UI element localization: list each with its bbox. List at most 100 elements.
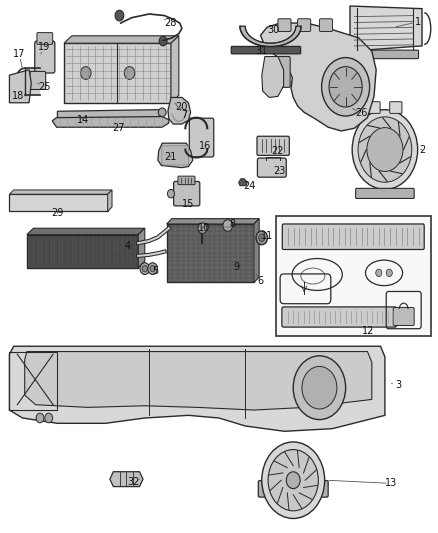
Text: 30: 30 <box>268 26 280 36</box>
Circle shape <box>268 450 318 511</box>
Circle shape <box>352 110 418 189</box>
Polygon shape <box>138 228 145 268</box>
Polygon shape <box>110 472 143 487</box>
Polygon shape <box>25 68 40 95</box>
FancyBboxPatch shape <box>37 33 53 44</box>
Text: 27: 27 <box>112 123 125 133</box>
Polygon shape <box>158 143 193 167</box>
Circle shape <box>124 67 135 79</box>
Polygon shape <box>239 179 247 185</box>
Polygon shape <box>108 190 112 211</box>
Polygon shape <box>168 98 191 124</box>
Circle shape <box>376 269 382 277</box>
Text: 8: 8 <box>229 219 235 229</box>
FancyBboxPatch shape <box>358 50 419 59</box>
Text: 14: 14 <box>77 115 89 125</box>
Text: 32: 32 <box>127 477 140 487</box>
FancyBboxPatch shape <box>258 158 286 177</box>
FancyBboxPatch shape <box>10 194 108 211</box>
Polygon shape <box>10 346 385 431</box>
Circle shape <box>262 442 325 519</box>
Polygon shape <box>25 352 372 410</box>
Circle shape <box>148 263 157 274</box>
Text: 17: 17 <box>13 49 25 59</box>
FancyBboxPatch shape <box>390 102 402 114</box>
Polygon shape <box>254 219 259 282</box>
Polygon shape <box>166 219 259 224</box>
FancyBboxPatch shape <box>30 71 46 90</box>
FancyBboxPatch shape <box>297 19 311 31</box>
Text: 12: 12 <box>362 326 374 336</box>
Text: 18: 18 <box>12 91 24 101</box>
Text: 26: 26 <box>355 108 367 118</box>
Text: 11: 11 <box>261 231 273 241</box>
Circle shape <box>150 265 155 272</box>
Text: 25: 25 <box>38 82 51 92</box>
FancyBboxPatch shape <box>368 102 380 114</box>
FancyBboxPatch shape <box>257 136 289 156</box>
Text: 1: 1 <box>415 17 421 27</box>
FancyBboxPatch shape <box>276 216 431 336</box>
Text: 29: 29 <box>51 208 64 219</box>
FancyBboxPatch shape <box>166 224 254 282</box>
Text: 28: 28 <box>164 18 176 28</box>
Text: 7: 7 <box>181 110 187 120</box>
Circle shape <box>321 58 370 116</box>
Circle shape <box>198 223 207 233</box>
Text: 15: 15 <box>182 199 194 209</box>
Text: 5: 5 <box>152 266 159 276</box>
Text: 31: 31 <box>256 46 268 55</box>
Polygon shape <box>10 190 112 194</box>
Text: 23: 23 <box>273 166 286 176</box>
Circle shape <box>140 263 150 274</box>
Circle shape <box>81 67 91 79</box>
FancyBboxPatch shape <box>258 481 328 497</box>
Polygon shape <box>64 36 179 43</box>
Text: 21: 21 <box>164 152 176 162</box>
FancyBboxPatch shape <box>35 41 55 73</box>
Text: 24: 24 <box>244 181 256 191</box>
Polygon shape <box>52 117 169 127</box>
Polygon shape <box>27 235 138 268</box>
Circle shape <box>167 189 174 198</box>
Circle shape <box>223 220 233 231</box>
Ellipse shape <box>158 108 166 117</box>
Circle shape <box>293 356 346 419</box>
Polygon shape <box>262 56 284 98</box>
FancyBboxPatch shape <box>278 19 291 31</box>
Polygon shape <box>350 6 422 51</box>
Circle shape <box>386 269 392 277</box>
Text: 20: 20 <box>176 102 188 112</box>
Circle shape <box>256 231 268 245</box>
FancyBboxPatch shape <box>282 307 397 327</box>
Circle shape <box>159 36 167 46</box>
Text: 6: 6 <box>258 277 264 286</box>
Polygon shape <box>240 26 301 47</box>
Text: 19: 19 <box>38 43 50 52</box>
FancyBboxPatch shape <box>356 188 414 198</box>
Circle shape <box>142 265 148 272</box>
FancyBboxPatch shape <box>64 43 171 103</box>
Circle shape <box>358 117 412 182</box>
Circle shape <box>302 367 337 409</box>
Circle shape <box>259 234 265 241</box>
FancyBboxPatch shape <box>319 19 332 31</box>
Text: 16: 16 <box>198 141 211 151</box>
Polygon shape <box>261 23 376 131</box>
Text: 22: 22 <box>272 146 284 156</box>
Text: 4: 4 <box>124 241 131 251</box>
Polygon shape <box>57 110 163 119</box>
Text: 9: 9 <box>233 262 240 271</box>
Circle shape <box>367 127 403 172</box>
Text: 2: 2 <box>419 144 425 155</box>
FancyBboxPatch shape <box>393 308 414 326</box>
Polygon shape <box>171 36 179 103</box>
Circle shape <box>115 10 124 21</box>
FancyBboxPatch shape <box>189 118 214 157</box>
Polygon shape <box>27 228 145 235</box>
Circle shape <box>286 472 300 489</box>
Circle shape <box>36 413 44 423</box>
Text: 10: 10 <box>198 223 210 233</box>
Text: 3: 3 <box>395 379 401 390</box>
FancyBboxPatch shape <box>173 181 200 206</box>
